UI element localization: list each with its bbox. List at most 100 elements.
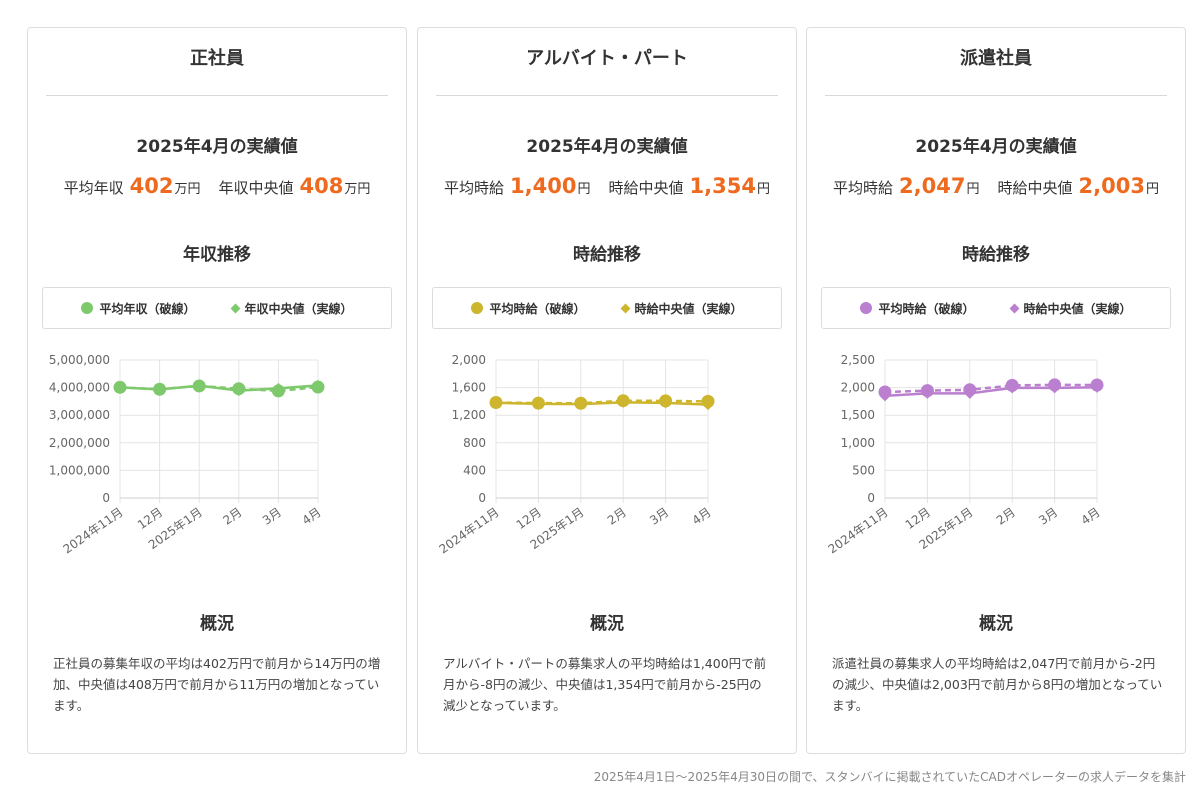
median-label: 時給中央値 bbox=[608, 179, 684, 197]
trend-title: 時給推移 bbox=[962, 245, 1030, 265]
legend-item-median[interactable]: 年収中央値（実線） bbox=[230, 300, 353, 317]
legend-label: 平均年収（破線） bbox=[99, 301, 196, 316]
legend-label: 年収中央値（実線） bbox=[244, 301, 353, 316]
avg-value: 402 bbox=[129, 174, 174, 198]
x-tick-label: 3月 bbox=[260, 505, 284, 528]
y-tick-label: 2,000 bbox=[452, 353, 486, 367]
x-tick-label: 2月 bbox=[605, 505, 629, 528]
performance-title: 2025年4月の実績値 bbox=[136, 137, 298, 157]
overview-title: 概況 bbox=[200, 614, 234, 634]
median-data-point bbox=[660, 397, 672, 409]
median-data-point bbox=[233, 385, 245, 397]
diamond-icon bbox=[620, 303, 630, 313]
legend-label: 時給中央値（実線） bbox=[1023, 301, 1132, 316]
median-data-point bbox=[312, 379, 324, 391]
median-unit: 円 bbox=[756, 182, 770, 197]
x-tick-label: 2024年11月 bbox=[437, 505, 502, 557]
overview-text: アルバイト・パートの募集求人の平均時給は1,400円で前月から-8円の減少、中央… bbox=[443, 656, 767, 713]
y-tick-label: 1,200 bbox=[452, 408, 486, 422]
overview-text: 正社員の募集年収の平均は402万円で前月から14万円の増加、中央値は408万円で… bbox=[53, 656, 381, 713]
y-tick-label: 800 bbox=[463, 436, 486, 450]
chart-legend: 平均年収（破線） 年収中央値（実線） bbox=[42, 287, 392, 329]
y-tick-label: 0 bbox=[867, 491, 875, 505]
median-data-point bbox=[490, 397, 502, 409]
y-tick-label: 2,500 bbox=[841, 353, 875, 367]
legend-item-average[interactable]: 平均年収（破線） bbox=[81, 300, 196, 317]
y-tick-label: 1,500 bbox=[841, 408, 875, 422]
median-data-point bbox=[702, 399, 714, 411]
x-tick-label: 4月 bbox=[1079, 505, 1103, 528]
median-label: 時給中央値 bbox=[997, 179, 1073, 197]
footnote: 2025年4月1日〜2025年4月30日の間で、スタンバイに掲載されていたCAD… bbox=[593, 770, 1186, 784]
x-tick-label: 2月 bbox=[994, 505, 1018, 528]
x-tick-label: 2月 bbox=[220, 505, 244, 528]
legend-item-average[interactable]: 平均時給（破線） bbox=[471, 300, 586, 317]
x-tick-label: 3月 bbox=[647, 505, 671, 528]
median-data-point bbox=[921, 387, 933, 399]
performance-title: 2025年4月の実績値 bbox=[526, 137, 688, 157]
y-tick-label: 1,600 bbox=[452, 381, 486, 395]
y-tick-label: 1,000,000 bbox=[49, 463, 110, 477]
y-tick-label: 3,000,000 bbox=[49, 408, 110, 422]
x-tick-label: 4月 bbox=[690, 505, 714, 528]
median-series-line bbox=[884, 386, 1098, 398]
median-value: 1,354 bbox=[689, 174, 756, 198]
avg-unit: 円 bbox=[577, 182, 591, 197]
y-tick-label: 1,000 bbox=[841, 436, 875, 450]
average-series-line bbox=[884, 383, 1098, 394]
circle-icon bbox=[860, 302, 873, 314]
x-tick-label: 2024年11月 bbox=[61, 505, 126, 557]
y-tick-label: 2,000,000 bbox=[49, 436, 110, 450]
median-series-line bbox=[119, 384, 319, 392]
median-data-point bbox=[114, 381, 126, 393]
median-data-point bbox=[879, 390, 891, 402]
x-tick-label: 3月 bbox=[1036, 505, 1060, 528]
circle-icon bbox=[471, 302, 484, 314]
y-tick-label: 0 bbox=[478, 491, 486, 505]
y-tick-label: 5,000,000 bbox=[49, 353, 110, 367]
median-data-point bbox=[1049, 382, 1061, 394]
stats-row: 平均年収 402万円 年収中央値 408万円 bbox=[28, 174, 406, 198]
y-tick-label: 0 bbox=[102, 491, 110, 505]
median-data-point bbox=[617, 396, 629, 408]
avg-label: 平均年収 bbox=[63, 179, 124, 197]
x-tick-label: 4月 bbox=[300, 505, 324, 528]
x-tick-label: 2024年11月 bbox=[826, 505, 891, 557]
x-tick-label: 12月 bbox=[514, 505, 544, 532]
line-chart: 0 1,000,000 2,000,000 3,000,000 4,000,000 5,0… bbox=[49, 353, 325, 557]
diamond-icon bbox=[230, 303, 240, 313]
trend-title: 時給推移 bbox=[573, 245, 641, 265]
median-data-point bbox=[154, 384, 166, 396]
chart-legend: 平均時給（破線） 時給中央値（実線） bbox=[432, 287, 782, 329]
avg-label: 平均時給 bbox=[444, 179, 505, 197]
median-unit: 円 bbox=[1145, 182, 1159, 197]
median-series-line bbox=[495, 401, 709, 406]
avg-unit: 万円 bbox=[174, 182, 201, 197]
median-data-point bbox=[964, 387, 976, 399]
legend-label: 平均時給（破線） bbox=[489, 301, 586, 316]
avg-label: 平均時給 bbox=[833, 179, 894, 197]
card-seishain: 正社員 2025年4月の実績値 平均年収 402万円 年収中央値 408万円 年収推移… bbox=[27, 27, 407, 754]
avg-value: 1,400 bbox=[510, 174, 577, 198]
stats-row: 平均時給 2,047円 時給中央値 2,003円 bbox=[807, 174, 1185, 198]
trend-title: 年収推移 bbox=[183, 245, 251, 265]
median-data-point bbox=[575, 398, 587, 410]
y-tick-label: 4,000,000 bbox=[49, 381, 110, 395]
stats-row: 平均時給 1,400円 時給中央値 1,354円 bbox=[418, 174, 796, 198]
median-value: 408 bbox=[299, 174, 344, 198]
overview-title: 概況 bbox=[590, 614, 624, 634]
x-tick-label: 12月 bbox=[135, 505, 165, 532]
legend-item-median[interactable]: 時給中央値（実線） bbox=[1009, 300, 1132, 317]
card-haken: 派遣社員 2025年4月の実績値 平均時給 2,047円 時給中央値 2,003円 時… bbox=[806, 27, 1186, 754]
median-label: 年収中央値 bbox=[218, 179, 294, 197]
y-tick-label: 400 bbox=[463, 463, 486, 477]
performance-title: 2025年4月の実績値 bbox=[915, 137, 1077, 157]
median-value: 2,003 bbox=[1078, 174, 1145, 198]
legend-item-median[interactable]: 時給中央値（実線） bbox=[620, 300, 743, 317]
chart-legend: 平均時給（破線） 時給中央値（実線） bbox=[821, 287, 1171, 329]
circle-icon bbox=[81, 302, 94, 314]
avg-unit: 円 bbox=[966, 182, 980, 197]
legend-item-average[interactable]: 平均時給（破線） bbox=[860, 300, 975, 317]
y-tick-label: 2,000 bbox=[841, 381, 875, 395]
median-data-point bbox=[272, 382, 284, 394]
